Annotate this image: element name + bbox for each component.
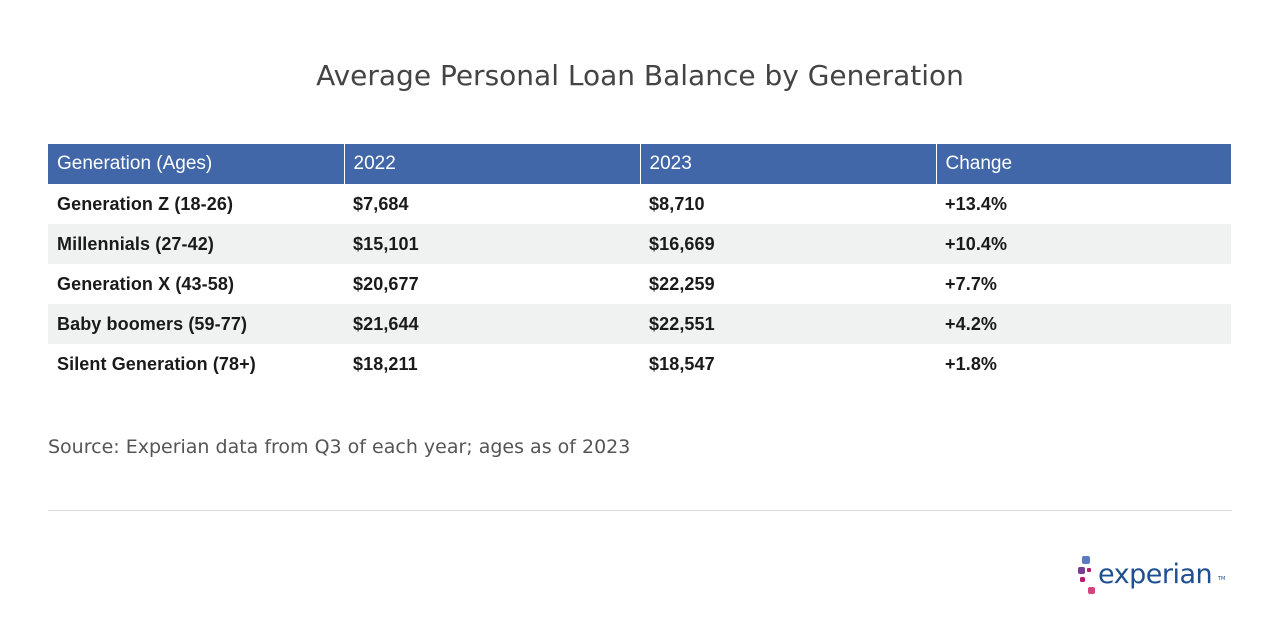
divider [48,510,1232,511]
table-cell: $22,259 [640,264,936,304]
trademark-symbol: TM [1218,576,1226,582]
table-cell: Generation Z (18-26) [48,184,344,224]
table-cell: +4.2% [936,304,1231,344]
table-cell: $21,644 [344,304,640,344]
table-cell: +7.7% [936,264,1231,304]
experian-logo-mark-icon [1078,556,1095,594]
table-header-row: Generation (Ages) 2022 2023 Change [48,144,1231,184]
column-header-2: 2023 [640,144,937,184]
table-cell: Millennials (27-42) [48,224,344,264]
chart-title: Average Personal Loan Balance by Generat… [316,59,964,92]
table-row: Generation Z (18-26) $7,684 $8,710 +13.4% [48,184,1231,224]
table-cell: $18,211 [344,344,640,384]
table-row: Silent Generation (78+) $18,211 $18,547 +1.… [48,344,1231,384]
column-header-3: Change [936,144,1231,184]
experian-wordmark: experian [1098,559,1213,590]
column-header-1: 2022 [344,144,641,184]
table-row: Millennials (27-42) $15,101 $16,669 +10.4% [48,224,1231,264]
table-cell: $16,669 [640,224,936,264]
source-note: Source: Experian data from Q3 of each ye… [48,436,631,458]
table-cell: $7,684 [344,184,640,224]
table-cell: $20,677 [344,264,640,304]
table-row: Baby boomers (59-77) $21,644 $22,551 +4.2% [48,304,1231,344]
table-cell: +1.8% [936,344,1231,384]
table-cell: Silent Generation (78+) [48,344,344,384]
table-cell: $15,101 [344,224,640,264]
table-cell: Baby boomers (59-77) [48,304,344,344]
table-body: Generation Z (18-26) $7,684 $8,710 +13.4% Mi… [48,184,1231,384]
column-header-0: Generation (Ages) [48,144,345,184]
table-cell: $22,551 [640,304,936,344]
experian-logo: experian TM [1078,552,1228,598]
table-cell: +13.4% [936,184,1231,224]
table-cell: $8,710 [640,184,936,224]
loan-balance-table: Generation (Ages) 2022 2023 Change Generati… [48,144,1231,384]
table-cell: $18,547 [640,344,936,384]
table-cell: +10.4% [936,224,1231,264]
table-cell: Generation X (43-58) [48,264,344,304]
table-row: Generation X (43-58) $20,677 $22,259 +7.7% [48,264,1231,304]
